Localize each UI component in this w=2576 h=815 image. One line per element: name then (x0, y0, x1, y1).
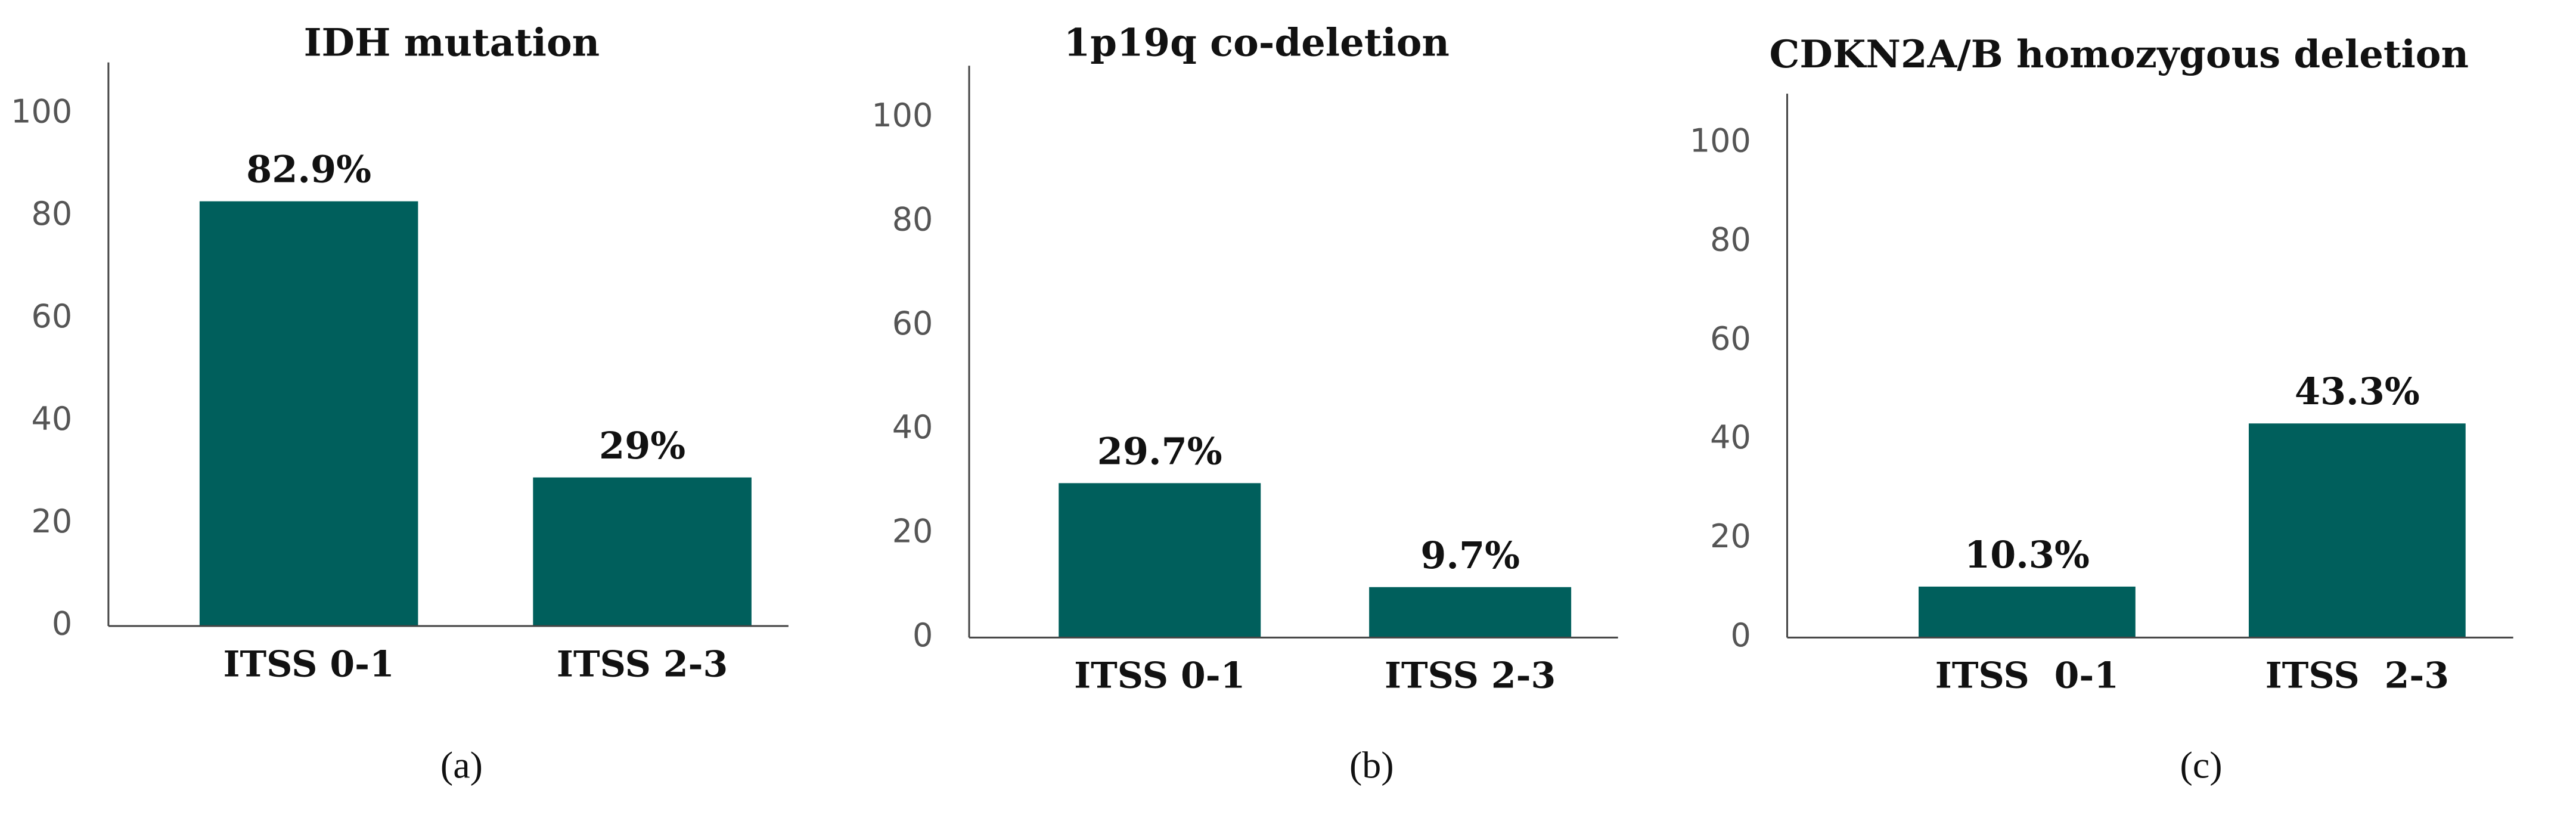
value-label: 82.9% (246, 148, 371, 191)
x-tick-label: ITSS 0-1 (1074, 655, 1245, 697)
y-tick-label: 40 (1710, 419, 1751, 456)
y-tick-label: 20 (892, 513, 933, 550)
y-tick-label: 40 (32, 400, 73, 438)
x-tick-label: ITSS 2-3 (1385, 655, 1556, 697)
bar (1059, 483, 1261, 638)
chart-title: 1p19q co-deletion (1064, 21, 1450, 66)
chart-title: IDH mutation (304, 21, 600, 66)
x-tick-label: ITSS 2-3 (2265, 655, 2449, 697)
y-tick-label: 60 (892, 305, 933, 342)
bar (1369, 587, 1572, 638)
y-tick-label: 100 (871, 97, 933, 134)
caption: (b) (1349, 743, 1394, 786)
y-tick-label: 60 (32, 298, 73, 335)
x-tick-label: ITSS 0-1 (223, 643, 394, 685)
value-label: 9.7% (1420, 534, 1520, 577)
value-label: 43.3% (2295, 370, 2420, 413)
y-tick-label: 80 (32, 195, 73, 233)
y-tick-label: 100 (11, 92, 72, 130)
value-label: 29% (599, 424, 685, 467)
bar (2248, 423, 2466, 638)
y-tick-label: 80 (892, 200, 933, 238)
y-tick-label: 80 (1710, 221, 1751, 259)
y-tick-label: 20 (1710, 517, 1751, 555)
y-tick-label: 20 (32, 503, 73, 540)
y-tick-label: 100 (1690, 122, 1751, 160)
y-tick-label: 60 (1710, 320, 1751, 357)
x-tick-label: ITSS 0-1 (1935, 655, 2119, 697)
caption: (a) (440, 743, 483, 786)
caption: (c) (2180, 743, 2223, 786)
bar (1919, 586, 2136, 638)
value-label: 29.7% (1097, 429, 1222, 473)
y-tick-label: 0 (1731, 616, 1751, 654)
x-tick-label: ITSS 2-3 (557, 643, 728, 685)
value-label: 10.3% (1964, 533, 2090, 577)
chart-title: CDKN2A/B homozygous deletion (1769, 32, 2469, 77)
y-tick-label: 40 (892, 408, 933, 446)
bar (533, 477, 752, 627)
y-tick-label: 0 (913, 616, 933, 654)
bar (199, 201, 418, 627)
y-tick-label: 0 (52, 605, 72, 643)
